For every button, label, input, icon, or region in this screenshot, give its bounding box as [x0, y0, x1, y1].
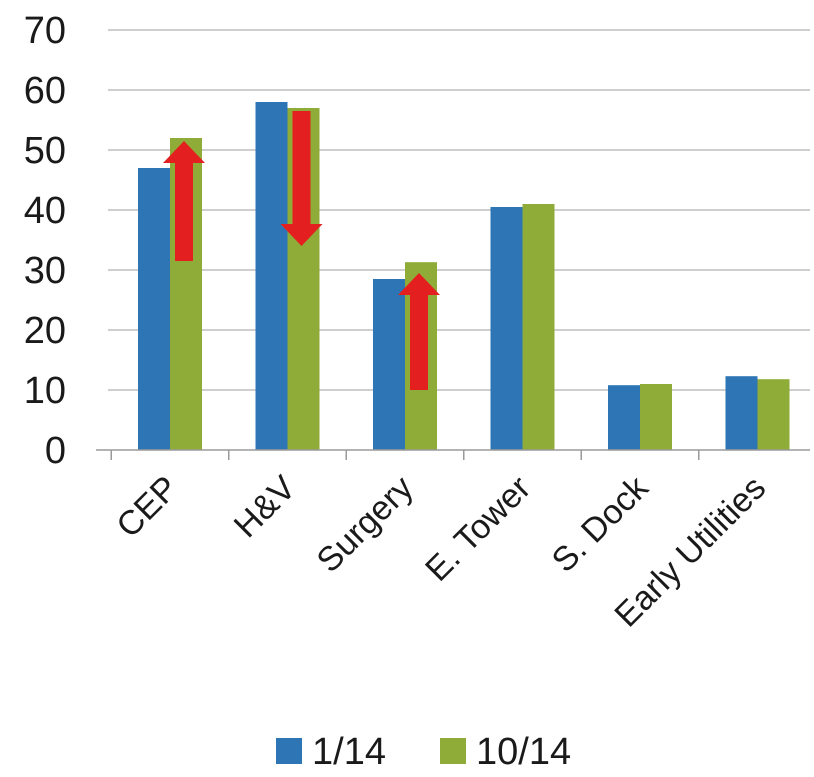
bar-1-14-h-v: [255, 102, 288, 450]
y-tick-label: 10: [24, 370, 66, 412]
y-tick-label: 40: [24, 190, 66, 232]
bars: [138, 102, 790, 450]
bar-10-14-early-utilities: [757, 379, 790, 450]
y-tick-label: 60: [24, 70, 66, 112]
x-category-label: E. Tower: [418, 469, 538, 589]
bar-1-14-e-tower: [490, 207, 523, 450]
legend: 1/14 10/14: [276, 731, 571, 773]
legend-label: 10/14: [476, 731, 571, 773]
x-axis: [96, 449, 810, 460]
arrow-up-icon: [163, 141, 205, 261]
gridlines: [108, 29, 810, 391]
y-tick-label: 50: [24, 130, 66, 172]
arrow-up-icon: [398, 273, 440, 390]
x-category-label: CEP: [109, 469, 185, 545]
legend-label: 1/14: [312, 731, 386, 773]
y-tick-label: 70: [24, 10, 66, 52]
y-tick-label: 30: [24, 250, 66, 292]
bar-10-14-s-dock: [640, 384, 672, 450]
arrow-down-icon: [280, 111, 323, 246]
x-category-label: S. Dock: [545, 468, 657, 580]
annotation-arrows: [163, 111, 440, 390]
bar-1-14-surgery: [373, 279, 405, 450]
y-tick-label: 0: [45, 430, 66, 472]
x-category-label: H&V: [227, 469, 304, 546]
bar-1-14-cep: [138, 168, 170, 450]
x-category-label: Surgery: [310, 469, 421, 580]
bar-10-14-e-tower: [522, 204, 555, 450]
legend-swatch: [440, 738, 466, 764]
y-tick-label: 20: [24, 310, 66, 352]
legend-swatch: [276, 738, 302, 764]
y-axis-tick-labels: 0 10 20 30 40 50 60 70: [24, 10, 66, 472]
bar-1-14-s-dock: [608, 385, 640, 450]
bar-1-14-early-utilities: [725, 376, 758, 450]
